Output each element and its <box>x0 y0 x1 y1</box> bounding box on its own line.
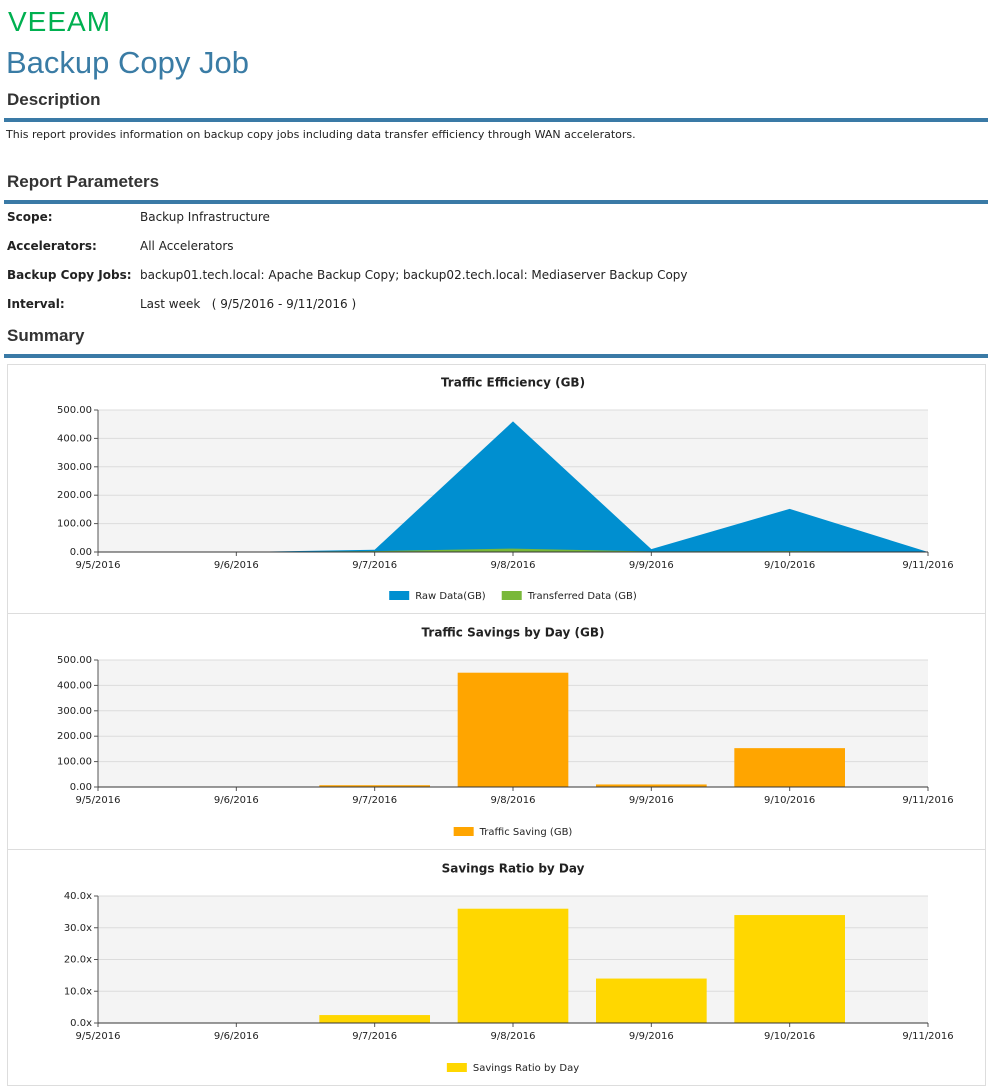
x-tick-label: 9/9/2016 <box>629 1031 674 1042</box>
y-tick-label: 400.00 <box>57 433 92 444</box>
bar <box>734 915 845 1023</box>
chart-title: Traffic Efficiency (GB) <box>441 376 585 390</box>
bar <box>457 672 569 787</box>
x-tick-label: 9/8/2016 <box>491 560 536 571</box>
y-tick-label: 20.0x <box>64 955 92 966</box>
x-tick-label: 9/10/2016 <box>764 560 815 571</box>
legend-swatch <box>453 827 474 836</box>
param-label: Scope: <box>7 210 53 224</box>
x-tick-label: 9/6/2016 <box>214 560 259 571</box>
x-tick-label: 9/8/2016 <box>491 795 536 806</box>
x-tick-label: 9/7/2016 <box>352 795 397 806</box>
x-tick-label: 9/11/2016 <box>902 795 953 806</box>
x-tick-label: 9/5/2016 <box>76 1031 121 1042</box>
x-tick-label: 9/6/2016 <box>214 795 259 806</box>
x-tick-label: 9/8/2016 <box>491 1031 536 1042</box>
chart: Traffic Efficiency (GB) 0.00 100.00 200.00 3… <box>7 364 986 614</box>
bar <box>457 908 569 1023</box>
y-tick-label: 200.00 <box>57 490 92 501</box>
rule <box>4 118 988 122</box>
y-tick-label: 0.0x <box>70 1018 92 1029</box>
x-tick-label: 9/7/2016 <box>352 560 397 571</box>
legend-swatch <box>501 591 522 600</box>
y-tick-label: 30.0x <box>64 923 92 934</box>
legend-label: Savings Ratio by Day <box>473 1063 579 1074</box>
y-tick-label: 300.00 <box>57 462 92 473</box>
param-value: backup01.tech.local: Apache Backup Copy;… <box>140 268 688 282</box>
x-tick-label: 9/5/2016 <box>76 795 121 806</box>
rule <box>4 200 988 204</box>
bar <box>596 978 707 1023</box>
legend-label: Traffic Saving (GB) <box>479 827 573 838</box>
y-tick-label: 0.00 <box>70 547 92 558</box>
x-tick-label: 9/6/2016 <box>214 1031 259 1042</box>
area <box>98 548 928 552</box>
param-value: Backup Infrastructure <box>140 210 270 224</box>
section-heading: Description <box>7 90 101 109</box>
x-tick-label: 9/11/2016 <box>902 1031 953 1042</box>
section-heading: Report Parameters <box>7 172 160 191</box>
y-tick-label: 200.00 <box>57 731 92 742</box>
section-heading: Summary <box>7 326 85 345</box>
param-value: Last week ( 9/5/2016 - 9/11/2016 ) <box>140 297 357 311</box>
rule <box>4 354 988 358</box>
area <box>98 421 928 552</box>
bar <box>319 785 430 787</box>
x-tick-label: 9/11/2016 <box>902 560 953 571</box>
legend-label: Raw Data(GB) <box>415 591 486 602</box>
bar <box>319 1015 430 1023</box>
x-tick-label: 9/9/2016 <box>629 560 674 571</box>
y-tick-label: 100.00 <box>57 757 92 768</box>
chart: Savings Ratio by Day 0.0x 10.0x 20.0x 30.0x 4… <box>7 849 986 1086</box>
y-tick-label: 100.00 <box>57 519 92 530</box>
x-tick-label: 9/10/2016 <box>764 795 815 806</box>
report-title: Backup Copy Job <box>6 45 249 80</box>
bar <box>734 748 845 787</box>
param-label: Backup Copy Jobs: <box>7 268 132 282</box>
bar <box>596 784 707 787</box>
legend-swatch <box>446 1063 467 1072</box>
y-tick-label: 500.00 <box>57 655 92 666</box>
chart-title: Savings Ratio by Day <box>442 862 585 876</box>
x-tick-label: 9/10/2016 <box>764 1031 815 1042</box>
logo: VEEAM <box>8 6 112 37</box>
x-tick-label: 9/7/2016 <box>352 1031 397 1042</box>
y-tick-label: 40.0x <box>64 891 92 902</box>
legend-swatch <box>389 591 410 600</box>
x-tick-label: 9/9/2016 <box>629 795 674 806</box>
param-label: Accelerators: <box>7 239 97 253</box>
chart-title: Traffic Savings by Day (GB) <box>422 626 605 640</box>
y-tick-label: 400.00 <box>57 680 92 691</box>
y-tick-label: 300.00 <box>57 706 92 717</box>
chart: Traffic Savings by Day (GB) 0.00 100.00 200… <box>7 613 986 850</box>
param-label: Interval: <box>7 297 65 311</box>
y-tick-label: 500.00 <box>57 405 92 416</box>
y-tick-label: 10.0x <box>64 986 92 997</box>
description: This report provides information on back… <box>6 128 636 141</box>
legend-label: Transferred Data (GB) <box>527 591 637 602</box>
x-tick-label: 9/5/2016 <box>76 560 121 571</box>
y-tick-label: 0.00 <box>70 782 92 793</box>
param-value: All Accelerators <box>140 239 234 253</box>
